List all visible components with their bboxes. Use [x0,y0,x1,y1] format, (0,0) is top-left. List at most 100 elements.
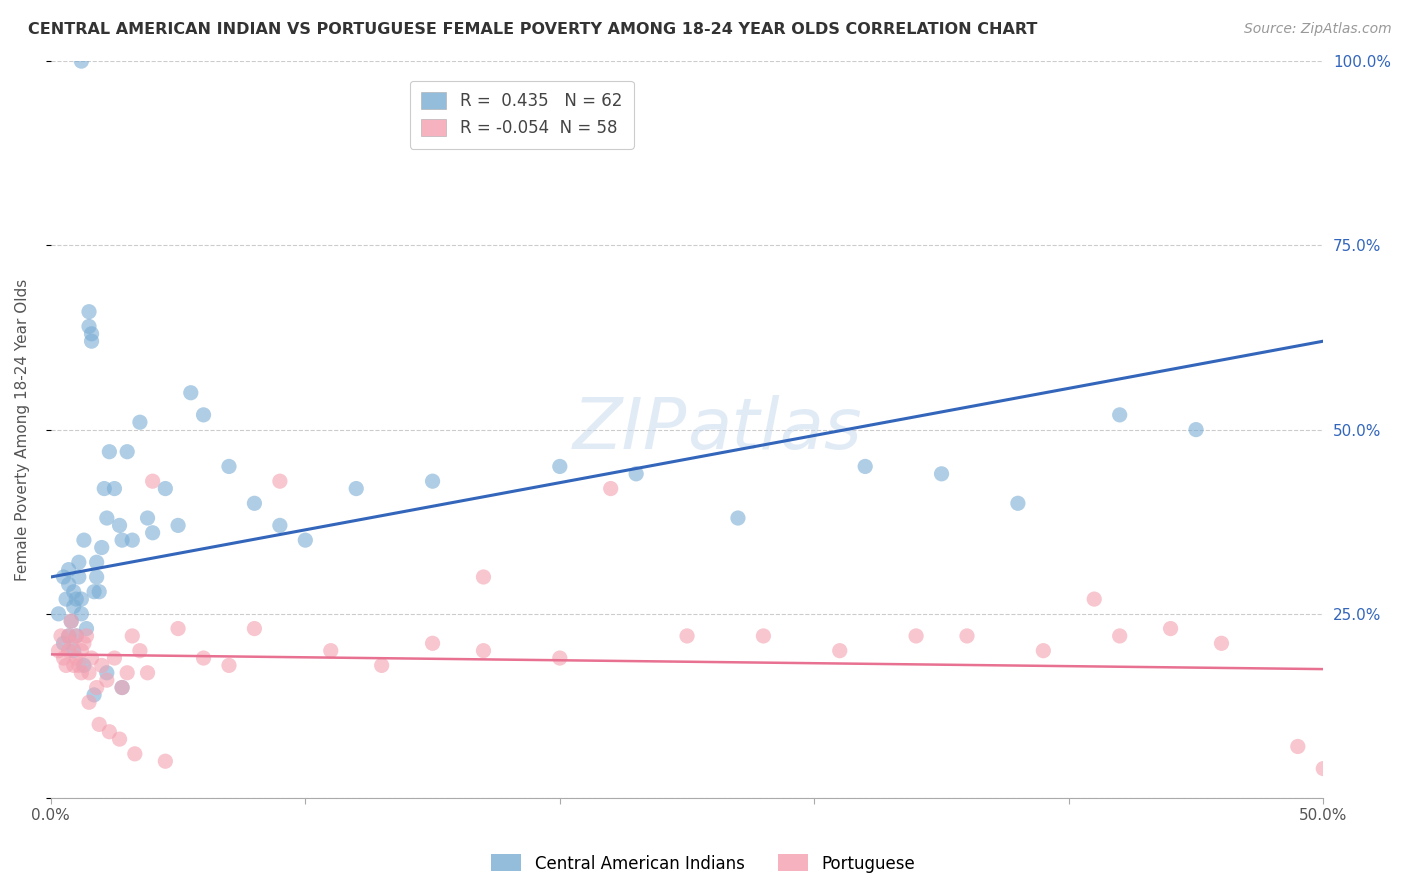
Point [58,643,80,657]
Point [90,541,112,555]
Point [548,651,571,665]
Point [956,629,979,643]
Point [243,496,266,510]
Point [58,629,80,643]
Point [752,629,775,643]
Point [108,732,131,747]
Point [294,533,316,548]
Point [77,665,100,680]
Point [422,636,444,650]
Point [60,614,83,628]
Point [142,474,165,488]
Point [58,577,80,591]
Point [86,555,108,569]
Point [115,665,138,680]
Point [70,643,93,657]
Point [67,570,90,584]
Point [80,326,103,341]
Point [218,459,240,474]
Point [98,724,121,739]
Point [1007,496,1029,510]
Point [243,622,266,636]
Point [65,629,87,643]
Point [136,665,159,680]
Point [48,643,70,657]
Point [93,482,115,496]
Point [676,629,699,643]
Point [70,607,93,621]
Point [67,555,90,569]
Point [124,747,146,761]
Point [931,467,953,481]
Point [472,570,495,584]
Point [155,482,177,496]
Point [89,717,111,731]
Point [73,636,96,650]
Point [1211,636,1233,650]
Point [52,636,75,650]
Point [75,629,97,643]
Point [80,651,103,665]
Point [129,643,152,657]
Point [167,622,190,636]
Point [422,474,444,488]
Point [624,467,647,481]
Point [193,651,215,665]
Point [77,695,100,709]
Point [96,673,118,688]
Point [60,614,83,628]
Point [853,459,876,474]
Point [90,658,112,673]
Point [472,643,495,657]
Point [111,533,134,548]
Point [89,584,111,599]
Point [599,482,621,496]
Point [828,643,851,657]
Point [269,474,291,488]
Point [319,643,342,657]
Point [1312,762,1334,776]
Point [55,658,77,673]
Text: atlas: atlas [688,395,862,464]
Point [370,658,392,673]
Point [111,681,134,695]
Point [96,665,118,680]
Point [73,658,96,673]
Point [103,482,125,496]
Point [1108,408,1130,422]
Point [70,665,93,680]
Point [52,651,75,665]
Point [142,525,165,540]
Point [80,334,103,348]
Point [58,563,80,577]
Point [727,511,749,525]
Text: ZIP: ZIP [572,395,688,464]
Point [1083,592,1105,607]
Legend: R =  0.435   N = 62, R = -0.054  N = 58: R = 0.435 N = 62, R = -0.054 N = 58 [409,80,634,149]
Legend: Central American Indians, Portuguese: Central American Indians, Portuguese [485,847,921,880]
Point [1286,739,1309,754]
Point [111,681,134,695]
Y-axis label: Female Poverty Among 18-24 Year Olds: Female Poverty Among 18-24 Year Olds [15,278,30,581]
Point [65,651,87,665]
Point [75,622,97,636]
Point [98,444,121,458]
Point [108,518,131,533]
Point [548,459,571,474]
Point [70,592,93,607]
Point [1032,643,1054,657]
Point [1185,423,1208,437]
Point [103,651,125,665]
Point [136,511,159,525]
Point [115,444,138,458]
Point [77,319,100,334]
Point [167,518,190,533]
Point [62,599,84,614]
Point [62,643,84,657]
Point [155,754,177,768]
Point [180,385,202,400]
Point [86,681,108,695]
Point [70,54,93,69]
Point [121,533,143,548]
Text: Source: ZipAtlas.com: Source: ZipAtlas.com [1244,22,1392,37]
